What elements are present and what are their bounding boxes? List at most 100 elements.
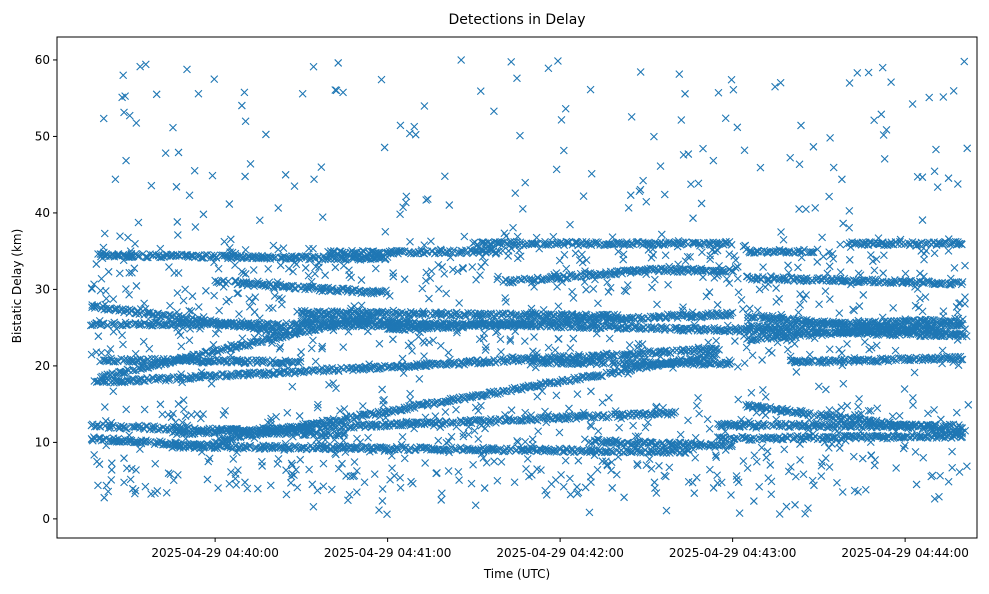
detection-point <box>260 357 268 366</box>
detection-point <box>578 446 587 455</box>
detection-point <box>360 288 369 297</box>
detection-point <box>212 253 221 261</box>
detection-point <box>458 446 467 455</box>
detection-point <box>384 308 393 316</box>
detection-point <box>227 433 236 442</box>
detection-point <box>252 370 261 378</box>
detection-point <box>157 253 166 262</box>
detection-point <box>609 322 618 330</box>
detection-point <box>343 284 352 293</box>
detection-point <box>312 444 321 453</box>
detection-point <box>128 375 137 383</box>
detection-point <box>135 375 143 384</box>
detection-point <box>200 251 209 259</box>
detection-point <box>143 253 152 262</box>
detection-point <box>507 444 515 453</box>
detection-point <box>308 326 317 334</box>
detection-point <box>481 390 489 399</box>
detection-point <box>111 357 120 366</box>
detection-point <box>121 369 129 378</box>
detection-point <box>685 345 693 354</box>
detection-point <box>636 448 645 457</box>
detection-point <box>278 333 287 342</box>
detection-point <box>233 369 242 378</box>
detection-point <box>104 424 113 432</box>
detection-point <box>663 349 672 357</box>
detection-point <box>478 392 487 401</box>
detection-point <box>412 309 421 317</box>
detection-point <box>388 408 397 416</box>
detection-point <box>550 447 559 456</box>
detection-point <box>666 325 674 334</box>
detection-point <box>290 284 299 293</box>
detection-point <box>386 317 395 326</box>
detection-point <box>217 426 225 435</box>
detection-point <box>377 362 386 371</box>
detection-point <box>417 401 426 409</box>
detection-point <box>218 345 227 354</box>
detection-point <box>103 321 112 330</box>
detection-point <box>573 375 581 384</box>
detection-point <box>541 444 550 453</box>
detection-point <box>662 323 671 332</box>
detection-point <box>192 251 201 260</box>
detection-point <box>334 367 343 376</box>
detection-point <box>316 324 324 333</box>
detection-point <box>141 422 150 431</box>
detection-point <box>588 413 597 422</box>
detection-point <box>333 286 342 294</box>
detection-point <box>597 372 605 380</box>
detection-point <box>110 318 119 327</box>
detection-point <box>366 409 375 418</box>
detection-point <box>547 378 556 387</box>
detection-point <box>290 369 299 378</box>
detection-point <box>135 252 144 260</box>
detection-point <box>565 377 574 386</box>
detection-point <box>613 323 622 332</box>
detection-point <box>418 310 427 319</box>
detection-point <box>336 416 345 425</box>
detection-point <box>162 359 171 367</box>
detection-point <box>88 303 96 312</box>
detection-point <box>493 390 502 399</box>
detection-point <box>375 287 384 296</box>
detection-point <box>330 317 339 325</box>
detection-point <box>165 374 174 383</box>
detection-point <box>446 311 455 320</box>
detection-point <box>487 417 496 426</box>
detection-point <box>251 252 260 261</box>
detection-point <box>581 412 590 421</box>
detection-point <box>223 443 232 451</box>
detection-point <box>142 363 150 372</box>
detection-point <box>499 310 507 319</box>
detection-point <box>234 369 243 378</box>
detection-point <box>558 447 567 456</box>
detection-point <box>712 350 721 359</box>
detection-point <box>294 367 303 376</box>
detection-point <box>123 320 132 329</box>
detection-point <box>602 413 611 422</box>
detection-point <box>464 308 472 317</box>
detection-point <box>671 407 680 416</box>
detection-point <box>307 420 315 428</box>
detection-point <box>612 349 621 358</box>
scatter-marks <box>86 56 973 519</box>
detection-point <box>246 441 255 450</box>
detection-point <box>292 443 301 451</box>
detection-point <box>130 422 138 431</box>
detection-point <box>500 387 508 395</box>
detection-point <box>259 442 268 451</box>
detection-point <box>121 424 130 433</box>
detection-point <box>144 437 152 446</box>
detection-point <box>259 281 268 290</box>
detection-point <box>113 357 122 366</box>
detection-point <box>340 421 348 430</box>
detection-point <box>360 411 368 419</box>
detection-point <box>374 407 383 416</box>
detection-point <box>592 411 601 420</box>
detection-point <box>406 443 415 452</box>
detection-point <box>599 350 608 359</box>
detection-point <box>515 311 524 320</box>
